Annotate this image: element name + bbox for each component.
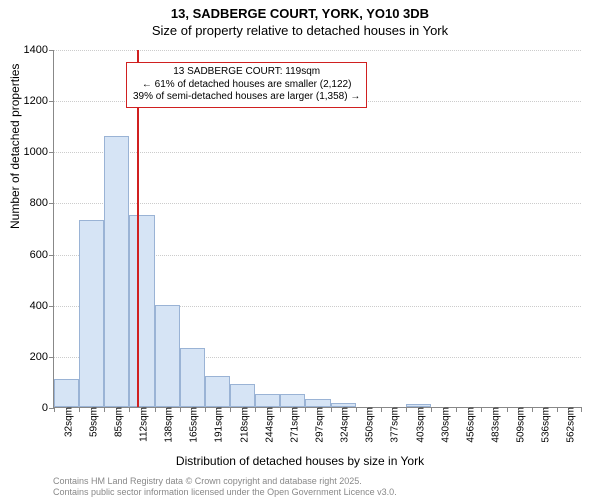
- y-axis-label: Number of detached properties: [8, 64, 22, 229]
- x-tick-label: 112sqm: [135, 407, 150, 442]
- footer-line-2: Contains public sector information licen…: [53, 487, 397, 498]
- y-tick-label: 400: [30, 300, 54, 312]
- plot-box: 020040060080010001200140032sqm59sqm85sqm…: [53, 50, 581, 408]
- histogram-bar: [205, 376, 230, 407]
- gridline: [54, 152, 581, 153]
- chart-title: 13, SADBERGE COURT, YORK, YO10 3DB: [0, 6, 600, 21]
- x-tick-label: 430sqm: [436, 407, 451, 443]
- x-tick-mark: [79, 407, 80, 412]
- x-tick-mark: [557, 407, 558, 412]
- chart-subtitle: Size of property relative to detached ho…: [0, 23, 600, 38]
- x-tick-label: 456sqm: [461, 407, 476, 443]
- gridline: [54, 50, 581, 51]
- x-tick-label: 271sqm: [285, 407, 300, 443]
- x-tick-mark: [104, 407, 105, 412]
- y-tick-label: 800: [30, 197, 54, 209]
- x-tick-mark: [356, 407, 357, 412]
- gridline: [54, 203, 581, 204]
- y-tick-label: 600: [30, 249, 54, 261]
- x-tick-mark: [230, 407, 231, 412]
- x-tick-label: 191sqm: [210, 407, 225, 443]
- x-tick-label: 536sqm: [537, 407, 552, 443]
- x-tick-label: 483sqm: [487, 407, 502, 443]
- x-tick-mark: [406, 407, 407, 412]
- x-axis-label: Distribution of detached houses by size …: [0, 454, 600, 468]
- x-tick-mark: [54, 407, 55, 412]
- chart-title-block: 13, SADBERGE COURT, YORK, YO10 3DB Size …: [0, 0, 600, 38]
- histogram-bar: [54, 379, 79, 407]
- histogram-bar: [104, 136, 129, 407]
- annotation-line: 39% of semi-detached houses are larger (…: [133, 91, 360, 104]
- footer-attribution: Contains HM Land Registry data © Crown c…: [53, 476, 397, 498]
- footer-line-1: Contains HM Land Registry data © Crown c…: [53, 476, 397, 487]
- x-tick-mark: [456, 407, 457, 412]
- annotation-line: 13 SADBERGE COURT: 119sqm: [133, 66, 360, 79]
- x-tick-mark: [507, 407, 508, 412]
- x-tick-label: 509sqm: [512, 407, 527, 443]
- annotation-line: ← 61% of detached houses are smaller (2,…: [133, 79, 360, 92]
- histogram-bar: [230, 384, 255, 407]
- x-tick-label: 324sqm: [336, 407, 351, 443]
- y-tick-label: 1200: [24, 95, 54, 107]
- x-tick-label: 32sqm: [59, 407, 74, 437]
- y-tick-label: 0: [42, 402, 54, 414]
- x-tick-mark: [280, 407, 281, 412]
- x-tick-mark: [255, 407, 256, 412]
- x-tick-label: 403sqm: [411, 407, 426, 443]
- x-tick-mark: [381, 407, 382, 412]
- x-tick-label: 562sqm: [562, 407, 577, 443]
- x-tick-mark: [532, 407, 533, 412]
- histogram-bar: [280, 394, 305, 407]
- y-tick-label: 1400: [24, 44, 54, 56]
- chart-plot-area: 020040060080010001200140032sqm59sqm85sqm…: [53, 50, 581, 408]
- x-tick-mark: [205, 407, 206, 412]
- x-tick-mark: [431, 407, 432, 412]
- x-tick-label: 297sqm: [311, 407, 326, 443]
- x-tick-label: 85sqm: [109, 407, 124, 437]
- x-tick-mark: [481, 407, 482, 412]
- x-tick-label: 244sqm: [260, 407, 275, 443]
- histogram-bar: [155, 305, 180, 407]
- histogram-bar: [180, 348, 205, 407]
- histogram-bar: [129, 215, 154, 407]
- x-tick-mark: [305, 407, 306, 412]
- x-tick-mark: [331, 407, 332, 412]
- x-tick-mark: [180, 407, 181, 412]
- x-tick-label: 350sqm: [361, 407, 376, 443]
- x-tick-label: 138sqm: [160, 407, 175, 443]
- x-tick-mark: [155, 407, 156, 412]
- x-tick-label: 218sqm: [235, 407, 250, 443]
- histogram-bar: [79, 220, 104, 407]
- x-tick-label: 59sqm: [84, 407, 99, 437]
- x-tick-mark: [129, 407, 130, 412]
- y-tick-label: 200: [30, 351, 54, 363]
- histogram-bar: [255, 394, 280, 407]
- y-tick-label: 1000: [24, 146, 54, 158]
- annotation-callout: 13 SADBERGE COURT: 119sqm← 61% of detach…: [126, 62, 367, 108]
- x-tick-label: 165sqm: [185, 407, 200, 443]
- x-tick-label: 377sqm: [386, 407, 401, 443]
- histogram-bar: [305, 399, 330, 407]
- x-tick-mark: [581, 407, 582, 412]
